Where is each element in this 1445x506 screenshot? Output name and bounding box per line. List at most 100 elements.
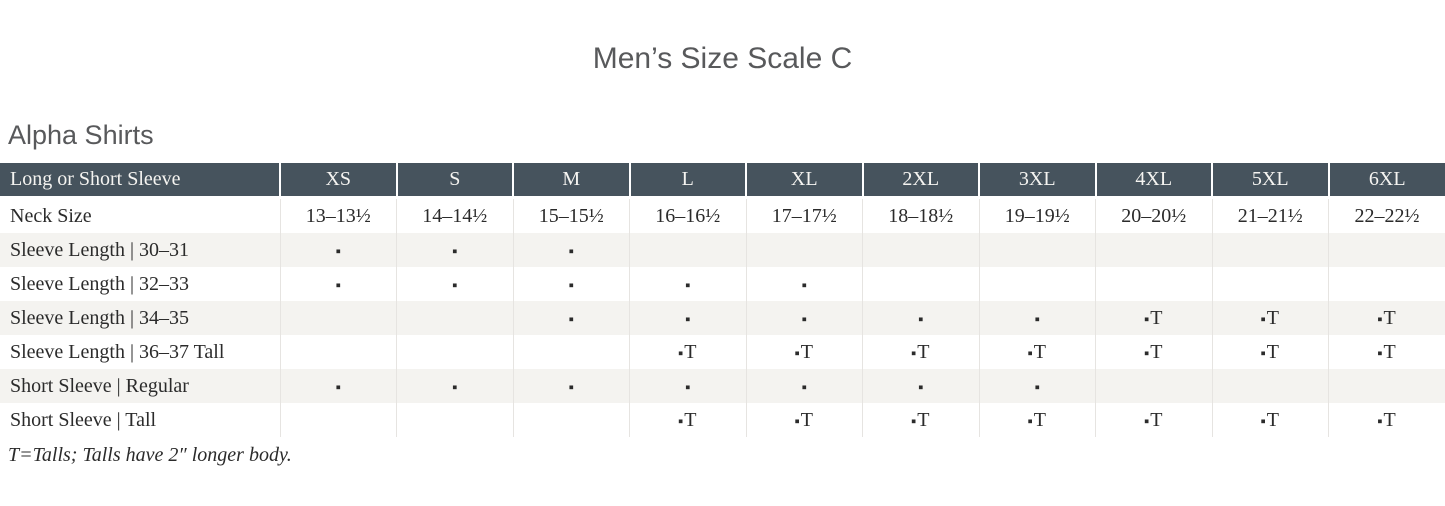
size-cell (1328, 369, 1445, 403)
available-marker: ▪ (801, 379, 807, 396)
row-label: Short Sleeve | Regular (0, 369, 281, 403)
size-cell (396, 301, 514, 335)
size-cell: 15–15½ (513, 197, 630, 233)
size-cell: ▪ (746, 267, 863, 301)
available-tall-marker: ▪T (1260, 306, 1281, 329)
size-cell (629, 233, 747, 267)
size-cell (280, 301, 397, 335)
size-cell: 14–14½ (396, 197, 514, 233)
size-cell: 18–18½ (862, 197, 980, 233)
size-cell: ▪ (629, 301, 747, 335)
row-label: Neck Size (0, 197, 281, 233)
table-row: Sleeve Length | 34–35 ▪ ▪ ▪ ▪ ▪ ▪T ▪T ▪T (0, 301, 1445, 335)
row-label: Sleeve Length | 34–35 (0, 301, 281, 335)
cell-value: 14–14½ (422, 204, 488, 227)
table-row: Sleeve Length | 32–33 ▪ ▪ ▪ ▪ ▪ (0, 267, 1445, 301)
cell-value: 19–19½ (1004, 204, 1070, 227)
size-cell: ▪T (1212, 335, 1329, 369)
size-cell: 17–17½ (746, 197, 863, 233)
size-cell: ▪T (862, 335, 980, 369)
size-cell: ▪ (396, 267, 514, 301)
available-marker: ▪ (685, 311, 691, 328)
row-label: Sleeve Length | 36–37 Tall (0, 335, 281, 369)
size-cell: ▪ (280, 267, 397, 301)
row-label: Short Sleeve | Tall (0, 403, 281, 437)
cell-value: 15–15½ (538, 204, 604, 227)
size-cell: ▪T (746, 335, 863, 369)
size-cell: ▪ (746, 301, 863, 335)
size-cell: ▪T (1212, 301, 1329, 335)
available-marker: ▪ (1034, 311, 1040, 328)
available-marker: ▪ (1034, 379, 1040, 396)
size-cell (280, 403, 397, 437)
size-cell (1095, 369, 1213, 403)
table-row: Short Sleeve | Regular ▪ ▪ ▪ ▪ ▪ ▪ ▪ (0, 369, 1445, 403)
cell-value: 13–13½ (305, 204, 371, 227)
header-size-4xl: 4XL (1095, 163, 1213, 199)
size-cell (513, 335, 630, 369)
cell-value: 16–16½ (655, 204, 721, 227)
size-cell: ▪T (629, 403, 747, 437)
size-cell (1095, 233, 1213, 267)
size-cell (1329, 267, 1445, 301)
available-marker: ▪ (685, 379, 691, 396)
size-cell (396, 403, 514, 437)
size-cell: ▪ (629, 267, 747, 301)
available-marker: ▪ (452, 277, 458, 294)
size-cell (1328, 233, 1445, 267)
available-marker: ▪ (335, 379, 341, 396)
available-tall-marker: ▪T (1027, 408, 1048, 431)
size-cell: ▪T (1329, 335, 1445, 369)
size-cell (1212, 233, 1329, 267)
size-cell: ▪ (629, 369, 747, 403)
available-marker: ▪ (568, 311, 574, 328)
size-cell: ▪ (513, 233, 630, 267)
header-size-xl: XL (746, 163, 864, 199)
size-cell: ▪ (513, 267, 630, 301)
header-size-xs: XS (280, 163, 398, 199)
cell-value: 18–18½ (888, 204, 954, 227)
available-tall-marker: ▪T (910, 408, 931, 431)
header-size-2xl: 2XL (862, 163, 980, 199)
cell-value: 20–20½ (1121, 204, 1187, 227)
header-size-6xl: 6XL (1328, 163, 1445, 199)
size-table: Long or Short Sleeve XS S M L XL 2XL 3XL 4XL 5XL… (0, 163, 1445, 437)
cell-value: 22–22½ (1354, 204, 1420, 227)
table-row: Sleeve Length | 30–31 ▪ ▪ ▪ (0, 233, 1445, 267)
available-marker: ▪ (452, 243, 458, 260)
header-size-3xl: 3XL (979, 163, 1097, 199)
size-cell: 22–22½ (1329, 198, 1445, 234)
available-tall-marker: ▪T (1377, 408, 1397, 431)
size-cell: 20–20½ (1095, 197, 1213, 233)
available-tall-marker: ▪T (677, 340, 698, 363)
size-cell: 21–21½ (1212, 197, 1329, 233)
available-tall-marker: ▪T (794, 340, 815, 363)
size-cell: ▪ (513, 369, 630, 403)
size-cell: ▪ (979, 301, 1096, 335)
size-cell (513, 403, 630, 437)
available-tall-marker: ▪T (1377, 340, 1397, 363)
header-size-s: S (396, 163, 514, 199)
header-label: Long or Short Sleeve (0, 163, 281, 199)
header-size-5xl: 5XL (1212, 163, 1330, 199)
row-label: Sleeve Length | 30–31 (0, 233, 281, 267)
size-cell: ▪T (1329, 403, 1445, 437)
row-label: Sleeve Length | 32–33 (0, 267, 281, 301)
available-marker: ▪ (568, 277, 574, 294)
available-marker: ▪ (568, 243, 574, 260)
size-cell (746, 233, 863, 267)
size-cell: ▪T (629, 335, 747, 369)
available-marker: ▪ (801, 311, 807, 328)
size-cell (280, 335, 397, 369)
available-marker: ▪ (568, 379, 574, 396)
size-cell: ▪T (746, 403, 863, 437)
size-cell: ▪ (862, 369, 980, 403)
size-cell: ▪ (746, 369, 863, 403)
size-cell: ▪ (396, 369, 514, 403)
size-cell: 13–13½ (280, 197, 397, 233)
size-cell: ▪T (979, 403, 1096, 437)
size-cell: ▪T (1095, 403, 1213, 437)
available-tall-marker: ▪T (1260, 340, 1281, 363)
available-marker: ▪ (685, 277, 691, 294)
